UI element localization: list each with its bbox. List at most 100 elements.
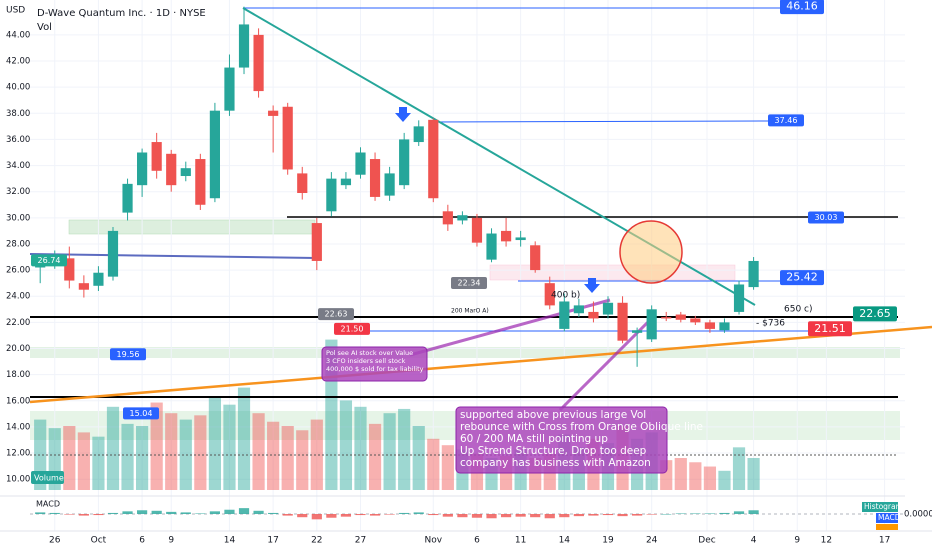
candle-body [78,283,89,290]
candle-body [384,173,395,196]
candle-body [442,211,453,225]
x-tick-label: Oct [91,536,107,546]
price-label: 22.63 [325,310,348,319]
candle-body [704,322,716,329]
price-label: 26.74 [38,256,61,265]
price-label: 37.46 [775,116,798,125]
candle-layer [35,6,759,520]
zone [68,219,316,235]
candle-body [544,283,555,306]
volume-bar [339,400,353,490]
candle-body [675,314,686,320]
candle-body [224,67,235,111]
note-line: Pol see AI stock over Value [326,349,413,357]
price-label-box [853,306,897,322]
macd-bar [340,514,352,517]
macd-bar [93,514,104,516]
y-tick-label: 36.00 [6,135,30,145]
macd-bar [209,511,220,514]
macd-bar [442,514,453,517]
macd-bar [515,514,526,517]
price-label-box [808,211,844,224]
label-layer: 10.00 12.00 14.00 16.00 18.00 20.00 22.00 24.00… [6,0,932,546]
volume-bar [165,413,178,490]
candle-body [573,305,584,314]
price-label-box [808,321,852,337]
volume-bar [383,413,396,490]
macd-bar [78,514,89,516]
candle-body [282,106,293,170]
candle-body [311,223,322,261]
price-label: 15.04 [130,409,153,418]
price-label-box [318,308,354,321]
candle-body [515,237,526,241]
price-label: 21.51 [814,322,846,335]
macd-bar [690,513,701,514]
price-label-box [768,114,804,127]
y-tick-label: 40.00 [6,83,30,93]
macd-bar [704,513,716,514]
candle-body [195,159,206,205]
candle-body [180,168,191,177]
note-line: rebounce with Cross from Orange Oblique … [460,421,703,433]
note-line: 3 CFO insiders sell stock [326,357,406,365]
candle-body [413,126,424,143]
x-tick-label: 14 [224,536,236,546]
macd-bar [748,510,759,514]
volume-bar [63,426,76,490]
y-tick-label: 14.00 [6,422,30,432]
candle-body [588,311,599,319]
macd-bar [544,514,555,519]
volume-bar [92,436,105,490]
candle-body [238,24,250,68]
macd-bar [486,514,497,519]
volume-bar [689,462,702,490]
macd-bar [588,514,599,516]
macd-legend-label: MACD [878,513,901,522]
price-label: 21.50 [341,324,364,333]
macd-bar [500,514,512,518]
price-label: 22.65 [859,307,891,320]
zone [30,347,900,358]
x-tick-label: 27 [355,536,366,546]
candle-body [64,258,75,281]
x-tick-label: 14 [559,536,571,546]
candle-body [471,217,483,243]
note-box [321,346,428,382]
macd-bar [326,514,337,518]
candle-body [559,301,570,329]
macd-legend-box [862,502,898,512]
volume-bar [674,458,687,490]
volume-label-box [31,471,64,484]
candle-body [166,153,177,186]
volume-bar [194,415,207,490]
y-tick-label: 34.00 [6,161,30,171]
y-tick-label: 24.00 [6,292,30,302]
annotation: 400 b) [551,291,580,301]
y-tick-label: 32.00 [6,187,30,197]
candle-body [646,309,657,340]
volume-bar [77,432,90,490]
y-tick-label: 42.00 [6,57,30,67]
macd-bar [151,510,162,514]
note-line: supported above previous large Vol [460,409,646,421]
volume-bar [281,426,294,490]
x-tick-label: 22 [311,536,322,546]
macd-bar [559,514,570,518]
h-line [431,120,769,123]
macd-bar [471,514,483,518]
candle-body [500,230,512,242]
macd-bar [602,514,614,516]
candle-body [457,215,468,221]
macd-bar [675,513,686,514]
y-tick-label: 16.00 [6,396,30,406]
candle-body [268,110,279,116]
candle-body [326,178,337,212]
price-label-box [31,254,67,267]
annotation: 200 MarO A) [451,308,489,315]
x-tick-label: 19 [602,536,614,546]
candle-body [661,317,672,319]
volume-bar [296,430,309,490]
price-label-box [123,407,159,420]
macd-label: MACD [36,500,60,509]
